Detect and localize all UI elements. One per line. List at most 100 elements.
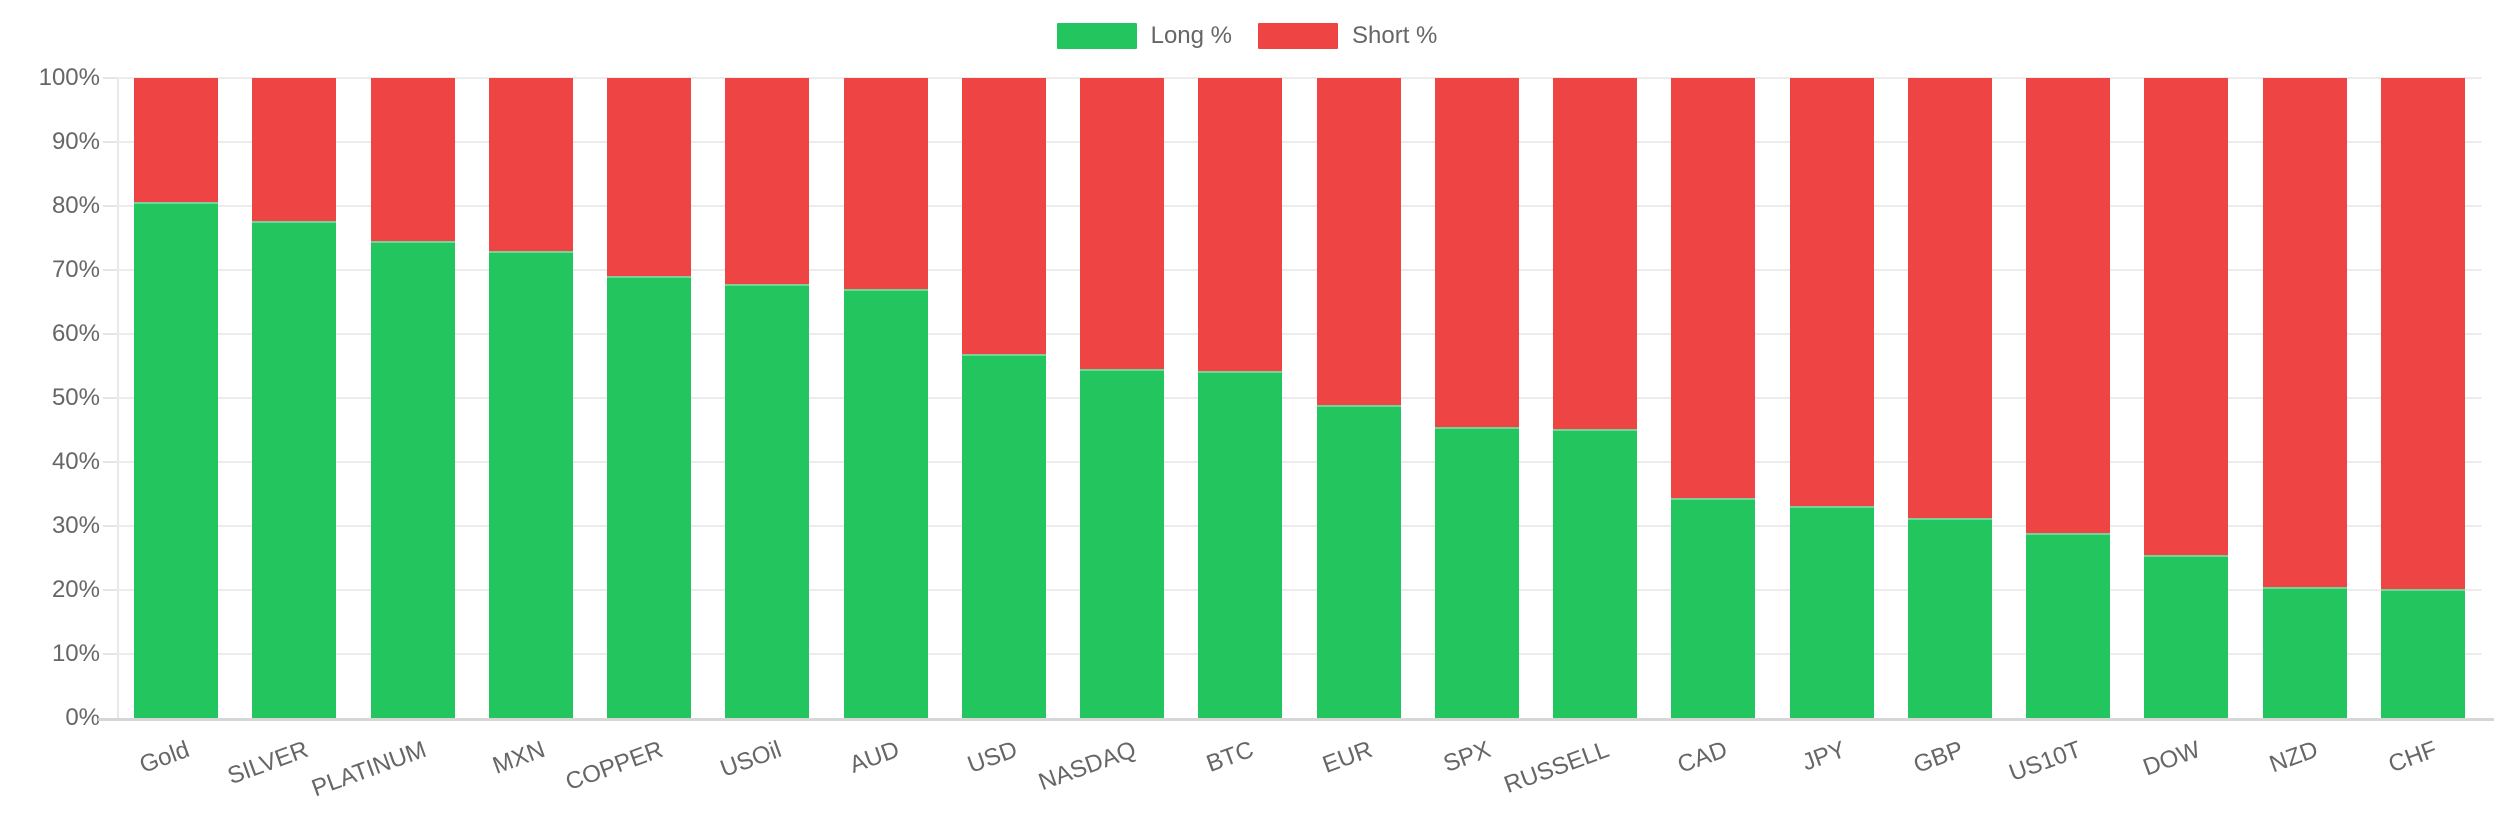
bar-slot-btc	[1181, 78, 1299, 718]
short-segment[interactable]	[370, 78, 455, 241]
short-segment[interactable]	[961, 78, 1046, 355]
gridline	[117, 77, 2482, 79]
bar-slot-spx	[1418, 78, 1536, 718]
x-axis-label-usd: USD	[964, 736, 1022, 779]
short-segment[interactable]	[1789, 78, 1874, 507]
long-segment[interactable]	[1198, 371, 1283, 718]
stacked-bar-copper[interactable]	[607, 78, 692, 718]
legend-item-long[interactable]: Long %	[1056, 22, 1233, 50]
short-segment[interactable]	[1553, 78, 1638, 429]
long-segment[interactable]	[843, 288, 928, 718]
stacked-bar-gbp[interactable]	[1907, 78, 1992, 718]
x-axis-label-mxn: MXN	[488, 736, 549, 780]
long-segment[interactable]	[2144, 555, 2229, 718]
y-tick-mark	[103, 141, 117, 143]
long-segment[interactable]	[2262, 586, 2347, 718]
short-segment[interactable]	[1316, 78, 1401, 406]
x-axis-baseline	[98, 718, 2494, 721]
stacked-bar-russell[interactable]	[1553, 78, 1638, 718]
x-axis-label-usoil: USOil	[716, 736, 785, 783]
x-axis-label-gbp: GBP	[1910, 736, 1968, 779]
long-segment[interactable]	[961, 354, 1046, 718]
x-axis-label-cad: CAD	[1673, 736, 1731, 779]
bar-slot-dow	[2127, 78, 2245, 718]
chart-legend: Long % Short %	[0, 22, 2494, 50]
long-segment[interactable]	[134, 202, 219, 718]
long-segment[interactable]	[1907, 517, 1992, 718]
bar-slot-gbp	[1891, 78, 2009, 718]
stacked-bar-usoil[interactable]	[725, 78, 810, 718]
short-segment[interactable]	[1080, 78, 1165, 369]
stacked-bar-gold[interactable]	[134, 78, 219, 718]
stacked-bar-us10t[interactable]	[2026, 78, 2111, 718]
short-segment[interactable]	[607, 78, 692, 277]
y-axis-tick-label: 90%	[51, 128, 100, 155]
stacked-bar-eur[interactable]	[1316, 78, 1401, 718]
short-segment[interactable]	[1198, 78, 1283, 372]
short-segment[interactable]	[843, 78, 928, 289]
stacked-bar-usd[interactable]	[961, 78, 1046, 718]
x-axis-label-spx: SPX	[1439, 736, 1495, 778]
x-axis-label-chf: CHF	[2384, 736, 2441, 779]
x-axis-label-gold: Gold	[136, 736, 194, 779]
x-axis-label-jpy: JPY	[1798, 736, 1849, 777]
gridline	[117, 141, 2482, 143]
short-segment[interactable]	[488, 78, 573, 252]
short-segment[interactable]	[725, 78, 810, 285]
long-segment[interactable]	[2380, 588, 2465, 718]
stacked-bar-mxn[interactable]	[488, 78, 573, 718]
y-tick-mark	[103, 77, 117, 79]
y-axis-tick-label: 100%	[38, 64, 100, 91]
long-segment[interactable]	[1671, 498, 1756, 718]
short-segment[interactable]	[2380, 78, 2465, 589]
stacked-bar-jpy[interactable]	[1789, 78, 1874, 718]
short-segment[interactable]	[252, 78, 337, 221]
long-segment[interactable]	[1434, 427, 1519, 718]
short-color-swatch	[1258, 23, 1339, 49]
short-segment[interactable]	[2026, 78, 2111, 534]
short-segment[interactable]	[1671, 78, 1756, 499]
legend-item-short[interactable]: Short %	[1258, 22, 1437, 50]
stacked-bar-spx[interactable]	[1434, 78, 1519, 718]
bar-slot-copper	[590, 78, 708, 718]
long-segment[interactable]	[1553, 428, 1638, 718]
bars-row	[117, 78, 2482, 718]
gridline	[117, 461, 2482, 463]
legend-label-short: Short %	[1352, 22, 1438, 49]
long-segment[interactable]	[1789, 506, 1874, 718]
short-segment[interactable]	[2262, 78, 2347, 587]
long-segment[interactable]	[725, 284, 810, 718]
long-segment[interactable]	[1080, 368, 1165, 718]
bar-slot-eur	[1300, 78, 1418, 718]
bar-slot-aud	[827, 78, 945, 718]
stacked-bar-nzd[interactable]	[2262, 78, 2347, 718]
stacked-bar-cad[interactable]	[1671, 78, 1756, 718]
short-segment[interactable]	[2144, 78, 2229, 556]
x-axis-label-eur: EUR	[1319, 736, 1376, 779]
y-tick-mark	[103, 333, 117, 335]
stacked-bar-aud[interactable]	[843, 78, 928, 718]
short-segment[interactable]	[134, 78, 219, 203]
short-segment[interactable]	[1434, 78, 1519, 428]
stacked-bar-platinum[interactable]	[370, 78, 455, 718]
long-segment[interactable]	[2026, 533, 2111, 718]
long-segment[interactable]	[370, 240, 455, 718]
y-tick-mark	[103, 205, 117, 207]
long-segment[interactable]	[252, 220, 337, 718]
x-axis-label-copper: COPPER	[561, 736, 667, 797]
long-segment[interactable]	[488, 251, 573, 718]
stacked-bar-nasdaq[interactable]	[1080, 78, 1165, 718]
x-axis-label-silver: SILVER	[223, 736, 312, 790]
stacked-bar-btc[interactable]	[1198, 78, 1283, 718]
stacked-bar-dow[interactable]	[2144, 78, 2229, 718]
short-segment[interactable]	[1907, 78, 1992, 518]
long-segment[interactable]	[607, 276, 692, 718]
long-segment[interactable]	[1316, 405, 1401, 718]
legend-label-long: Long %	[1150, 22, 1233, 49]
y-tick-mark	[103, 461, 117, 463]
bar-slot-nasdaq	[1063, 78, 1181, 718]
stacked-bar-chf[interactable]	[2380, 78, 2465, 718]
bar-slot-jpy	[1773, 78, 1891, 718]
stacked-bar-silver[interactable]	[252, 78, 337, 718]
y-axis-tick-label: 80%	[51, 192, 100, 219]
